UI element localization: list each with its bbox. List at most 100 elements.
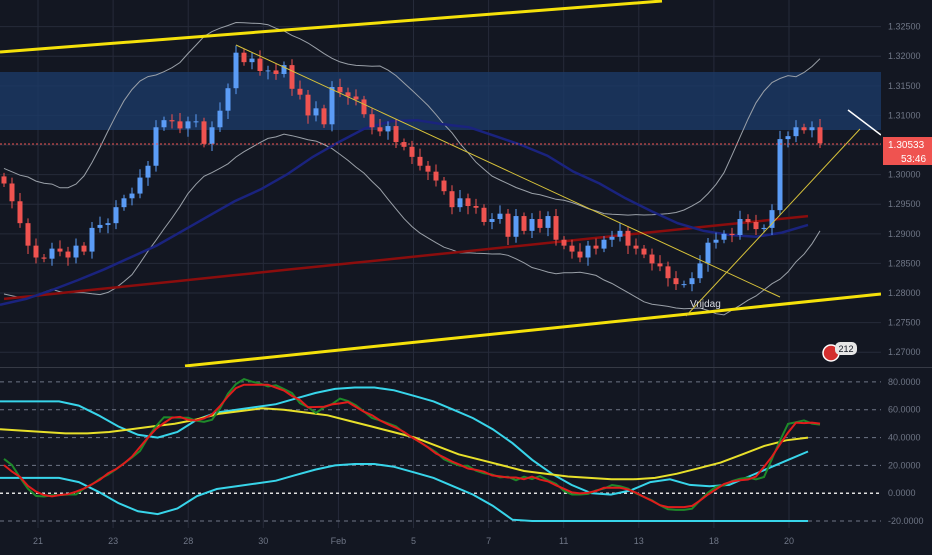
candle-body[interactable] [753,221,759,230]
candle-body[interactable] [761,227,767,230]
candle-body[interactable] [505,213,511,237]
candle-body[interactable] [41,257,47,259]
candle-body[interactable] [689,278,695,285]
candle-body[interactable] [409,146,415,157]
candle-body[interactable] [337,87,343,93]
candle-body[interactable] [457,198,463,208]
candle-body[interactable] [81,245,87,252]
candle-body[interactable] [377,127,383,132]
candle-body[interactable] [129,193,135,199]
white-drawing-line[interactable] [847,109,882,136]
candle-body[interactable] [305,94,311,116]
candle-body[interactable] [49,248,55,259]
event-badge[interactable]: 212 [822,342,857,362]
candle-body[interactable] [361,99,367,115]
candle-body[interactable] [537,219,543,228]
candle-body[interactable] [89,227,95,252]
candle-body[interactable] [481,207,487,222]
candle-body[interactable] [569,245,575,252]
candle-body[interactable] [577,251,583,258]
candle-body[interactable] [257,58,263,72]
candle-body[interactable] [553,216,559,240]
vrijdag-label[interactable]: Vrijdag [690,299,721,310]
candle-body[interactable] [177,121,183,129]
candle-body[interactable] [321,108,327,125]
upper-channel-trendline[interactable] [0,0,663,54]
candle-body[interactable] [393,126,399,143]
candle-body[interactable] [769,210,775,228]
candle-body[interactable] [353,96,359,100]
candle-body[interactable] [201,121,207,144]
candle-body[interactable] [777,139,783,211]
candle-body[interactable] [385,126,391,132]
candle-body[interactable] [417,156,423,166]
candle-body[interactable] [801,127,807,131]
candle-body[interactable] [145,165,151,178]
descending-trendline[interactable] [235,44,781,298]
current-price-tag[interactable]: 1.30533 53:46 [883,137,932,165]
candle-body[interactable] [345,92,351,97]
supply-zone-rect[interactable] [0,72,881,130]
candle-body[interactable] [489,219,495,222]
candle-body[interactable] [57,248,63,252]
candle-body[interactable] [169,120,175,122]
candle-body[interactable] [745,219,751,222]
candle-body[interactable] [705,242,711,264]
candle-body[interactable] [225,88,231,111]
candle-body[interactable] [289,65,295,89]
candle-body[interactable] [185,121,191,129]
candle-body[interactable] [513,216,519,237]
candle-body[interactable] [209,127,215,144]
candle-body[interactable] [601,239,607,249]
candle-body[interactable] [313,108,319,116]
candle-body[interactable] [657,263,663,267]
candle-body[interactable] [449,191,455,208]
candle-body[interactable] [137,177,143,194]
candle-body[interactable] [625,230,631,246]
ascending-trendline[interactable] [685,128,861,317]
candle-body[interactable] [609,236,615,240]
candle-body[interactable] [25,223,31,246]
candle-body[interactable] [153,127,159,166]
candle-body[interactable] [233,52,239,89]
candle-body[interactable] [105,223,111,225]
candle-body[interactable] [265,70,271,72]
candle-body[interactable] [585,245,591,258]
candle-body[interactable] [521,216,527,231]
candle-body[interactable] [545,216,551,228]
candle-body[interactable] [737,219,743,235]
candle-body[interactable] [33,245,39,258]
candle-body[interactable] [97,224,103,228]
candle-body[interactable] [497,213,503,220]
candle-body[interactable] [193,121,199,123]
candle-body[interactable] [433,171,439,181]
candle-body[interactable] [713,239,719,243]
candle-body[interactable] [817,127,823,144]
candle-body[interactable] [721,233,727,240]
candle-body[interactable] [241,52,247,63]
candle-body[interactable] [425,165,431,172]
candle-body[interactable] [729,233,735,235]
candle-body[interactable] [793,127,799,137]
candle-body[interactable] [73,245,79,258]
candle-body[interactable] [329,87,335,125]
candle-body[interactable] [17,201,23,224]
candle-body[interactable] [121,198,127,208]
candle-body[interactable] [649,254,655,264]
candle-body[interactable] [561,239,567,246]
oscillator-axis[interactable]: 80.0000 60.0000 40.0000 20.0000 0.0000 -20.00… [881,368,932,528]
candle-body[interactable] [65,251,71,258]
candle-body[interactable] [441,180,447,192]
lower-channel-trendline[interactable] [184,292,882,368]
candle-body[interactable] [617,230,623,237]
candle-body[interactable] [1,176,7,184]
candle-body[interactable] [785,136,791,140]
candle-body[interactable] [809,127,815,131]
candle-body[interactable] [369,114,375,128]
candle-body[interactable] [697,263,703,279]
candle-body[interactable] [641,248,647,255]
price-axis[interactable]: 1.325001.320001.315001.310001.305001.300… [881,0,932,367]
candle-body[interactable] [633,245,639,249]
candle-body[interactable] [681,284,687,286]
